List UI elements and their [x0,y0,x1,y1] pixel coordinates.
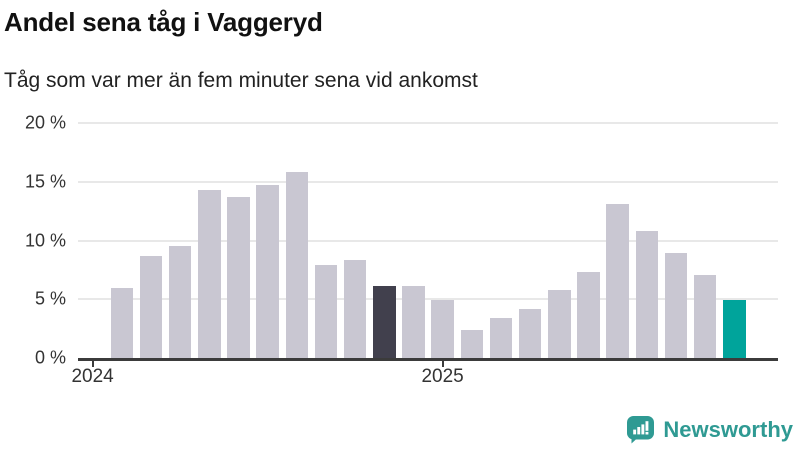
newsworthy-logo: Newsworthy [626,415,793,444]
chart-title: Andel sena tåg i Vaggeryd [4,7,323,37]
bar-2024-06 [227,197,250,358]
gridline-5 [78,298,778,301]
y-tick-label-10: 10 % [24,230,66,250]
bar-2025-05 [548,289,571,358]
bar-2025-09 [664,253,688,358]
bar-2024-09 [314,265,338,358]
bar-2025-07 [606,204,629,358]
bar-2024-03 [139,255,163,358]
x-tick-label-2025: 2025 [421,366,464,387]
bar-2025-03 [489,318,513,358]
bar-2024-08 [285,172,308,358]
bar-2025-06 [577,272,600,358]
chart-subtitle: Tåg som var mer än fem minuter sena vid … [4,69,478,92]
bar-2024-04 [168,246,192,358]
x-tick-label-2024: 2024 [71,366,114,387]
bar-2025-01 [431,300,454,358]
y-tick-label-5: 5 % [34,288,66,309]
plot-area [78,122,778,358]
y-tick-label-15: 15 % [24,171,66,192]
bar-2024-07 [256,185,279,358]
bar-2024-05 [198,189,221,358]
bar-2025-08 [635,231,658,358]
newsworthy-speech-bubble-icon [627,416,655,444]
bar-2024-10 [343,260,367,358]
bar-2024-02 [110,287,133,358]
x-tick-2024 [91,360,94,367]
gridline-10 [78,239,778,242]
bar-2024-12 [402,286,425,358]
gridline-15 [78,180,778,183]
bar-2025-02 [460,329,483,358]
y-tick-label-0: 0 % [34,347,66,368]
x-tick-2025 [441,360,444,367]
x-axis-line [78,358,778,361]
bar-2025-04 [518,308,542,358]
bar-2025-10 [693,274,717,358]
newsworthy-wordmark: Newsworthy [663,416,793,442]
gridline-20 [78,122,778,124]
y-tick-label-20: 20 % [24,112,66,133]
bar-2025-11 [723,300,746,358]
bar-2024-11 [373,286,396,358]
